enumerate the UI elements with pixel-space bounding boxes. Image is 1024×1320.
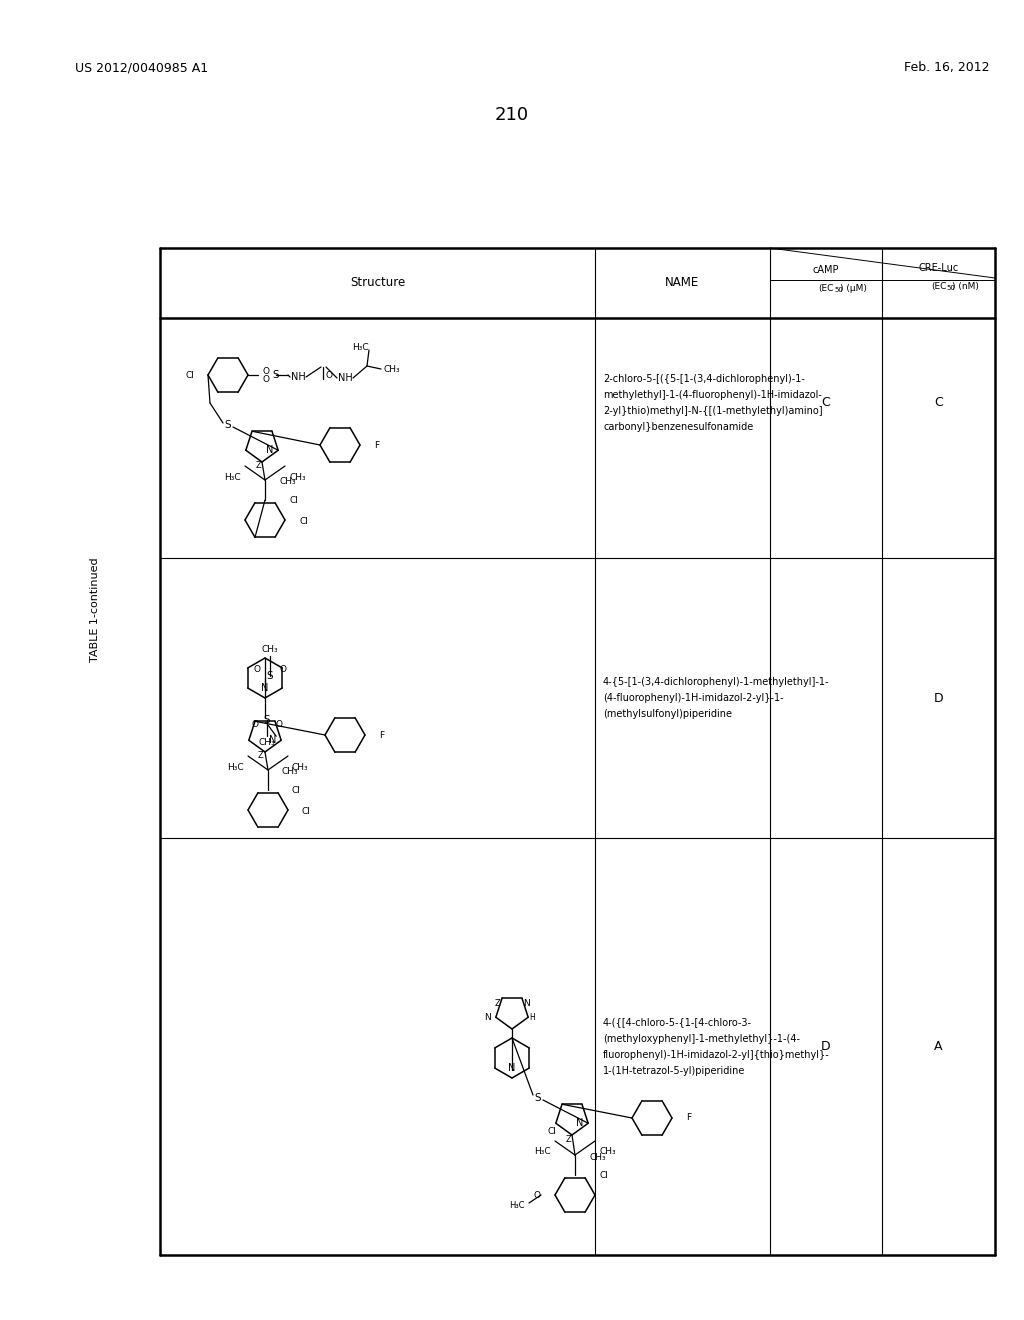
Text: A: A	[934, 1040, 943, 1053]
Text: CH₃: CH₃	[259, 738, 275, 747]
Text: CH₃: CH₃	[282, 767, 299, 776]
Text: O: O	[534, 1191, 541, 1200]
Text: ) (nM): ) (nM)	[952, 282, 979, 290]
Text: (EC: (EC	[931, 282, 946, 290]
Text: CH₃: CH₃	[289, 473, 305, 482]
Text: O: O	[262, 367, 269, 375]
Text: H₃C: H₃C	[535, 1147, 551, 1156]
Text: H₃C: H₃C	[227, 763, 244, 771]
Text: Cl: Cl	[289, 496, 298, 506]
Text: H₃C: H₃C	[224, 473, 241, 482]
Text: Z: Z	[495, 999, 500, 1007]
Text: (4-fluorophenyl)-1H-imidazol-2-yl}-1-: (4-fluorophenyl)-1H-imidazol-2-yl}-1-	[603, 693, 783, 704]
Text: F: F	[686, 1114, 691, 1122]
Text: (EC: (EC	[818, 284, 834, 293]
Text: C: C	[821, 396, 830, 409]
Text: 4-{5-[1-(3,4-dichlorophenyl)-1-methylethyl]-1-: 4-{5-[1-(3,4-dichlorophenyl)-1-methyleth…	[603, 677, 829, 686]
Text: C: C	[934, 396, 943, 409]
Text: Cl: Cl	[599, 1171, 608, 1180]
Text: O: O	[252, 719, 259, 729]
Text: CH₃: CH₃	[589, 1152, 605, 1162]
Text: O: O	[254, 665, 260, 675]
Text: CH₃: CH₃	[599, 1147, 615, 1156]
Text: fluorophenyl)-1H-imidazol-2-yl]{thio}methyl}-: fluorophenyl)-1H-imidazol-2-yl]{thio}met…	[603, 1049, 829, 1060]
Text: O: O	[326, 371, 333, 380]
Text: 50: 50	[834, 286, 843, 293]
Text: Cl: Cl	[292, 787, 301, 795]
Text: CH₃: CH₃	[383, 364, 399, 374]
Text: 4-({[4-chloro-5-{1-[4-chloro-3-: 4-({[4-chloro-5-{1-[4-chloro-3-	[603, 1018, 752, 1027]
Text: 2-chloro-5-[({5-[1-(3,4-dichlorophenyl)-1-: 2-chloro-5-[({5-[1-(3,4-dichlorophenyl)-…	[603, 374, 805, 384]
Text: Cl: Cl	[299, 517, 308, 527]
Text: F: F	[374, 441, 379, 450]
Text: N: N	[269, 735, 276, 746]
Text: Cl: Cl	[302, 808, 311, 817]
Text: Cl: Cl	[185, 371, 194, 380]
Text: S: S	[224, 420, 231, 430]
Text: S: S	[272, 370, 280, 380]
Text: N: N	[523, 999, 530, 1007]
Text: Feb. 16, 2012: Feb. 16, 2012	[904, 62, 990, 74]
Text: TABLE 1-continued: TABLE 1-continued	[90, 557, 100, 663]
Text: H₃C: H₃C	[352, 343, 369, 352]
Text: N: N	[266, 445, 273, 455]
Text: 2-yl}thio)methyl]-N-{[(1-methylethyl)amino]: 2-yl}thio)methyl]-N-{[(1-methylethyl)ami…	[603, 407, 822, 416]
Text: (methylsulfonyl)piperidine: (methylsulfonyl)piperidine	[603, 709, 732, 719]
Text: Z: Z	[258, 751, 264, 760]
Text: Structure: Structure	[350, 276, 406, 289]
Text: ) (µM): ) (µM)	[840, 284, 867, 293]
Text: carbonyl}benzenesulfonamide: carbonyl}benzenesulfonamide	[603, 422, 754, 432]
Text: NAME: NAME	[666, 276, 699, 289]
Text: N: N	[577, 1118, 584, 1129]
Text: CH₃: CH₃	[262, 644, 279, 653]
Text: H: H	[529, 1012, 536, 1022]
Text: Cl: Cl	[547, 1126, 556, 1135]
Text: O: O	[262, 375, 269, 384]
Text: methylethyl]-1-(4-fluorophenyl)-1H-imidazol-: methylethyl]-1-(4-fluorophenyl)-1H-imida…	[603, 389, 822, 400]
Text: S: S	[266, 671, 273, 681]
Text: CH₃: CH₃	[279, 478, 296, 487]
Text: Z: Z	[565, 1134, 570, 1143]
Text: (methyloxyphenyl]-1-methylethyl}-1-(4-: (methyloxyphenyl]-1-methylethyl}-1-(4-	[603, 1034, 800, 1044]
Text: 210: 210	[495, 106, 529, 124]
Text: 1-(1H-tetrazol-5-yl)piperidine: 1-(1H-tetrazol-5-yl)piperidine	[603, 1065, 745, 1076]
Text: N: N	[484, 1012, 492, 1022]
Text: D: D	[934, 692, 943, 705]
Text: CH₃: CH₃	[292, 763, 308, 771]
Text: H₃C: H₃C	[510, 1200, 525, 1209]
Text: US 2012/0040985 A1: US 2012/0040985 A1	[75, 62, 208, 74]
Text: CRE-Luc: CRE-Luc	[919, 263, 958, 273]
Text: N: N	[508, 1063, 516, 1073]
Text: D: D	[821, 1040, 830, 1053]
Text: O: O	[280, 665, 287, 675]
Text: S: S	[535, 1093, 542, 1104]
Text: 50: 50	[946, 285, 955, 290]
Text: F: F	[379, 730, 384, 739]
Text: Z: Z	[255, 462, 261, 470]
Text: cAMP: cAMP	[813, 265, 840, 275]
Text: S: S	[264, 715, 270, 725]
Text: O: O	[275, 719, 283, 729]
Text: NH: NH	[291, 372, 305, 381]
Text: N: N	[261, 682, 268, 693]
Text: NH: NH	[338, 374, 352, 383]
